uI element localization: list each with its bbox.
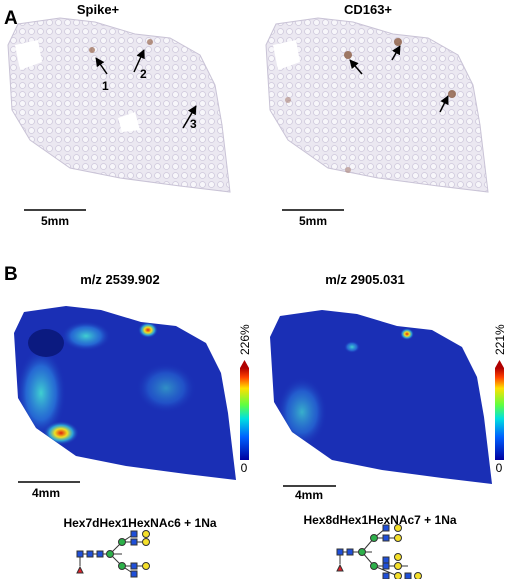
colorbar-min: 0 (496, 461, 503, 475)
image-title: CD163+ (344, 2, 392, 17)
glycan-name: Hex7dHex1HexNAc6 + 1Na (63, 516, 216, 530)
scale-label: 4mm (32, 486, 60, 500)
scale-label: 5mm (41, 214, 69, 228)
glycan-structure (76, 530, 150, 578)
arrow-label: 3 (190, 117, 197, 131)
image-title: m/z 2905.031 (325, 272, 405, 287)
image-title: m/z 2539.902 (80, 272, 160, 287)
tissue-image (7, 17, 231, 193)
colorbar (240, 360, 504, 460)
tissue-image (265, 17, 489, 193)
panel-label: B (4, 264, 18, 285)
arrows (95, 45, 449, 129)
image-title: Spike+ (77, 2, 120, 17)
glycan-structure (336, 524, 422, 579)
arrow-label: 1 (102, 79, 109, 93)
heatmap-image (270, 310, 492, 484)
colorbar-max: 226% (238, 324, 252, 355)
scale-label: 4mm (295, 488, 323, 502)
heatmap-image (14, 306, 236, 480)
colorbar-min: 0 (241, 461, 248, 475)
glycan-name: Hex8dHex1HexNAc7 + 1Na (303, 513, 456, 527)
colorbar-max: 221% (493, 324, 507, 355)
arrow-label: 2 (140, 67, 147, 81)
scale-label: 5mm (299, 214, 327, 228)
panel-label: A (4, 8, 18, 29)
